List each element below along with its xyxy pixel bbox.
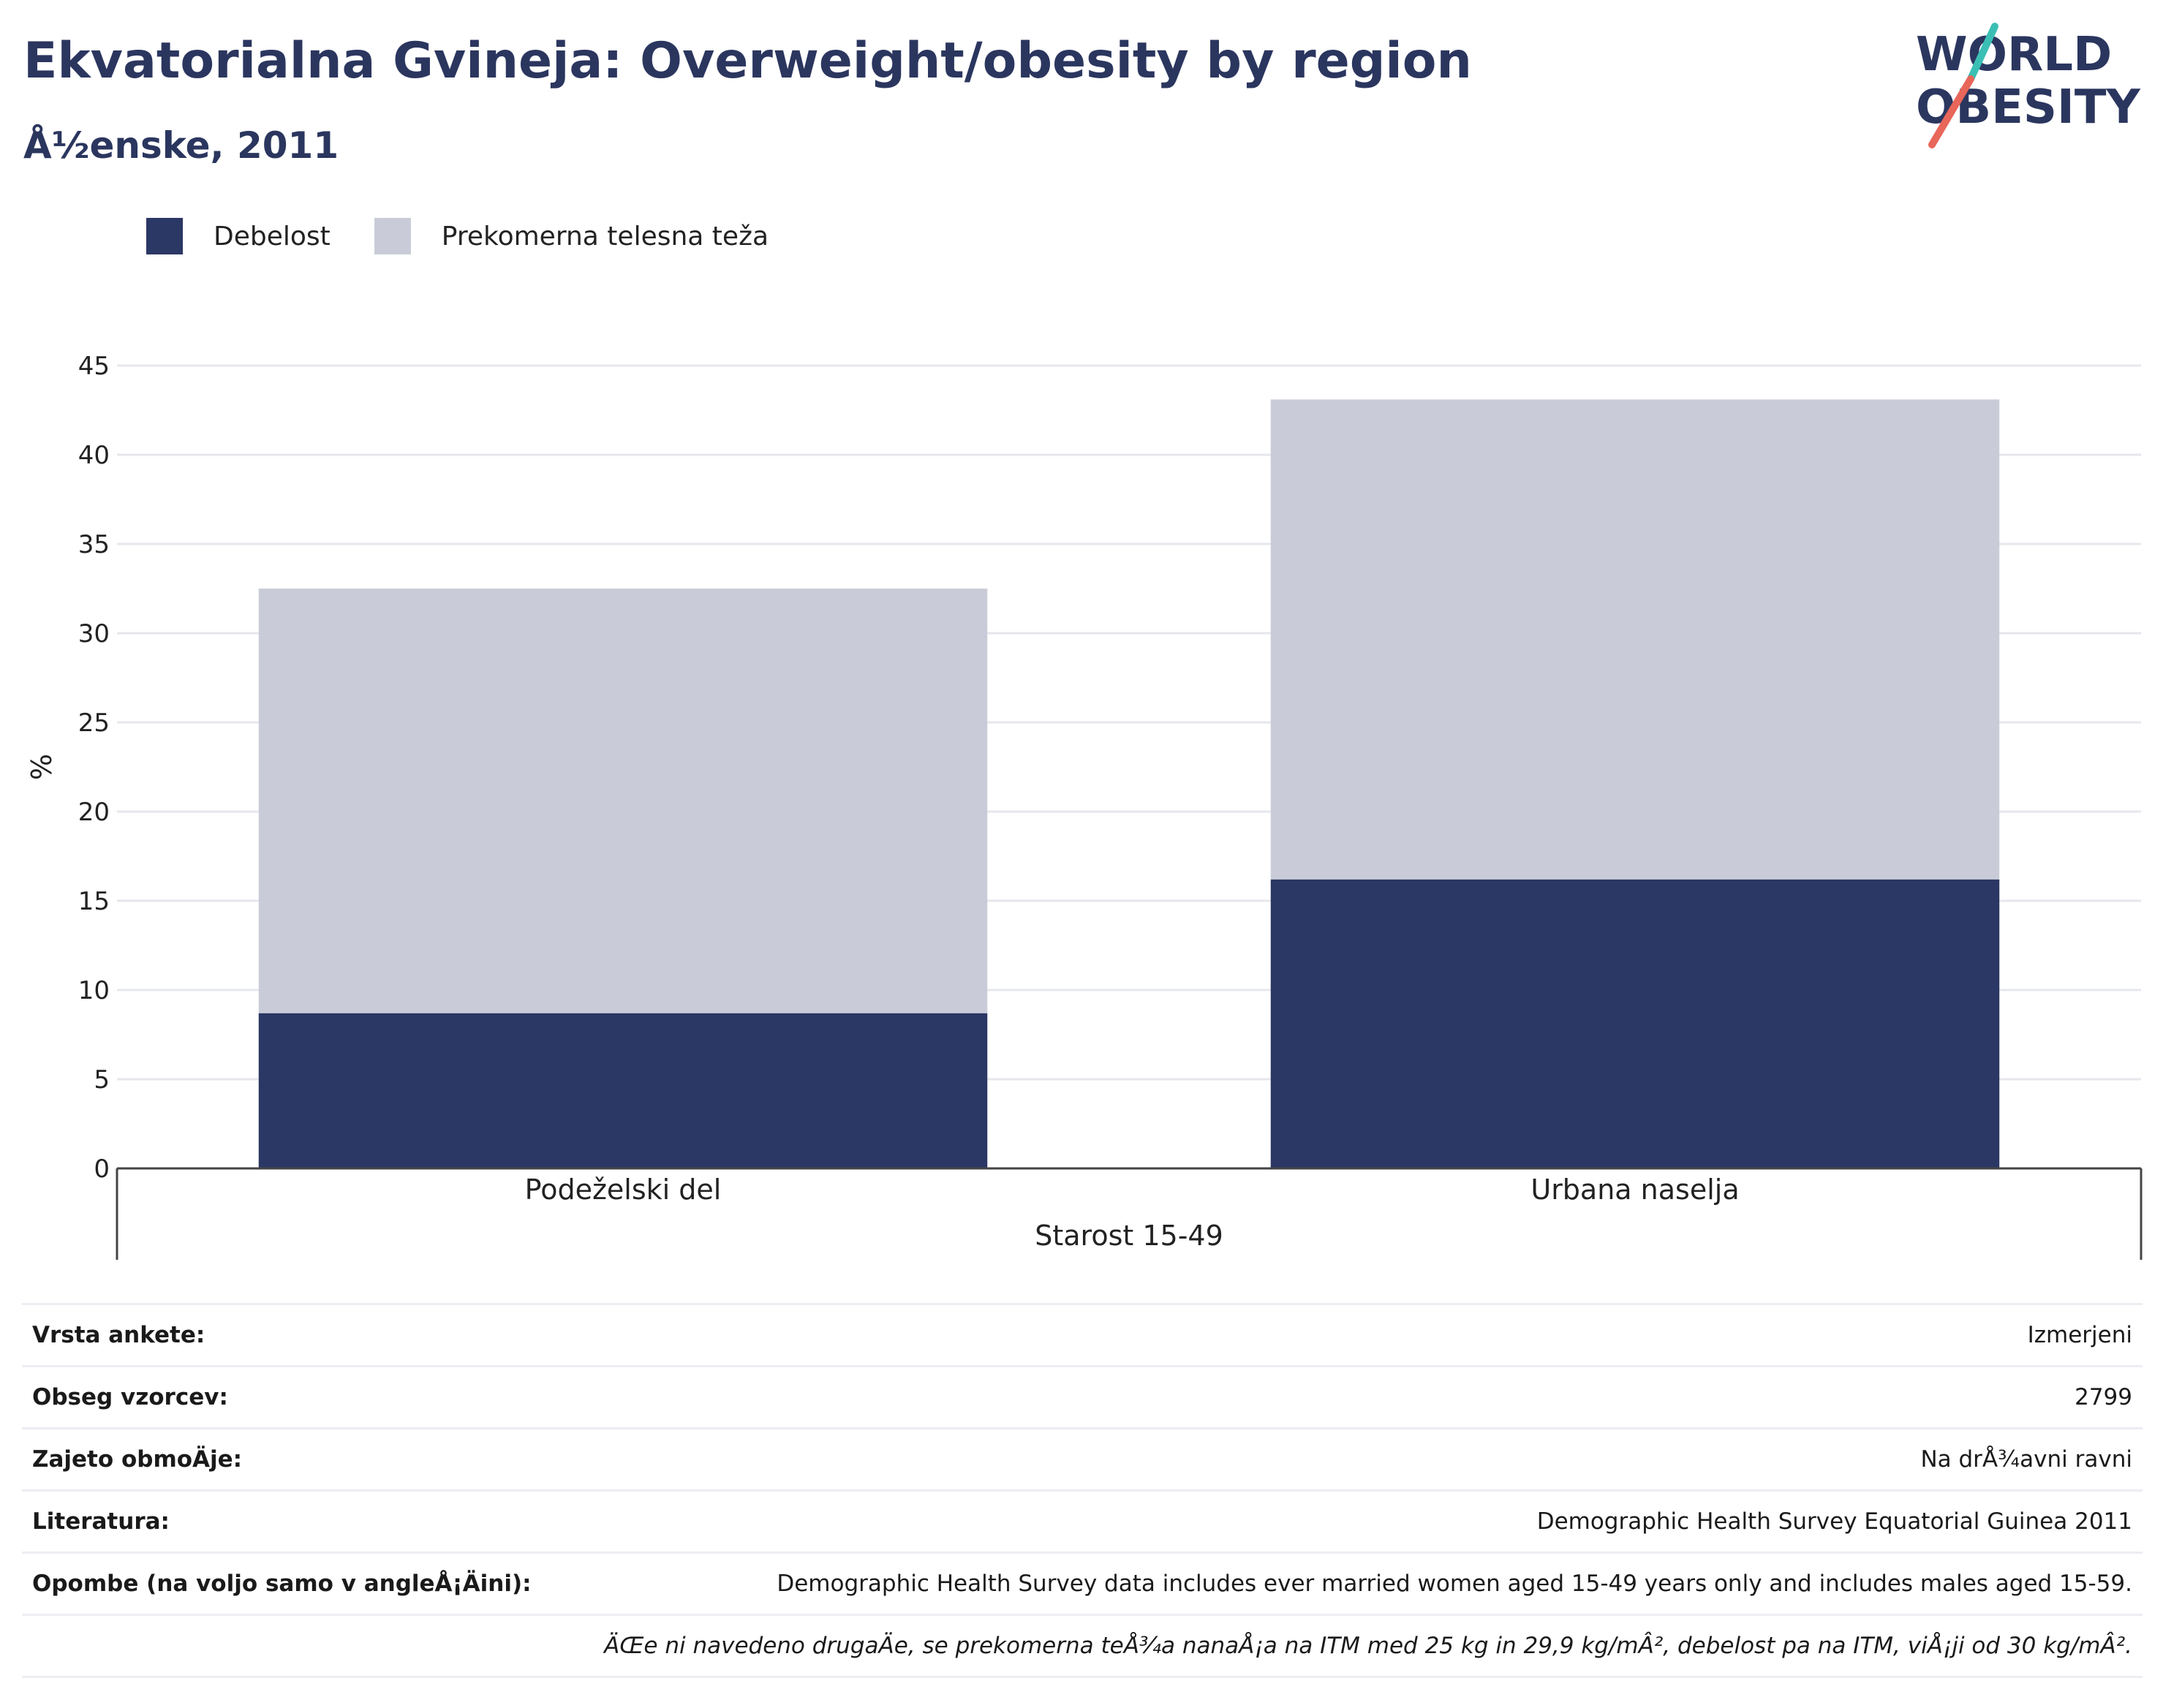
y-tick-label: 10 [78, 976, 110, 1005]
meta-row-survey-type: Vrsta ankete: Izmerjeni [22, 1303, 2143, 1365]
meta-label: Literatura: [32, 1508, 170, 1535]
y-tick-label: 40 [78, 441, 110, 470]
logo-text-obesity: OBESITY [1916, 80, 2140, 135]
meta-row-sample-size: Obseg vzorcev: 2799 [22, 1365, 2143, 1427]
x-category-label: Urbana naselja [1530, 1174, 1739, 1206]
world-obesity-logo: WORLD OBESITY [1916, 23, 2140, 148]
meta-row-definition-note: ÄŒe ni navedeno drugaÄe, se prekomerna t… [22, 1614, 2143, 1678]
definition-note: ÄŒe ni navedeno drugaÄe, se prekomerna t… [604, 1633, 2132, 1659]
bar-obesity [258, 1013, 988, 1168]
logo-text-world: WORLD [1916, 28, 2112, 82]
legend-item-overweight[interactable]: Prekomerna telesna teža [374, 218, 769, 254]
meta-value: Demographic Health Survey data includes … [777, 1571, 2132, 1597]
meta-value: Izmerjeni [2027, 1322, 2132, 1348]
y-tick-label: 20 [78, 798, 110, 827]
bar-obesity [1270, 879, 2000, 1168]
chart-subtitle: Å½enske, 2011 [23, 124, 339, 167]
legend-swatch-obesity [146, 218, 183, 254]
y-tick-label: 25 [78, 708, 110, 738]
legend-label-obesity: Debelost [214, 221, 331, 252]
legend-item-obesity[interactable]: Debelost [146, 218, 331, 254]
bar-overweight [258, 589, 988, 1013]
survey-metadata: Vrsta ankete: Izmerjeni Obseg vzorcev: 2… [22, 1303, 2143, 1678]
x-category-label: Podeželski del [525, 1174, 722, 1206]
bar-chart: 0 5 10 15 20 25 30 35 40 45% Podeželski del Urbana … [26, 352, 2143, 1260]
chart-title: Ekvatorialna Gvineja: Overweight/obesity… [23, 32, 1472, 90]
meta-row-notes: Opombe (na voljo samo v angleÅ¡Äini): De… [22, 1552, 2143, 1614]
meta-value: Na drÅ¾avni ravni [1920, 1446, 2132, 1473]
meta-label: Obseg vzorcev: [32, 1384, 228, 1410]
legend-label-overweight: Prekomerna telesna teža [441, 221, 769, 252]
meta-row-area-covered: Zajeto obmoÄje: Na drÅ¾avni ravni [22, 1427, 2143, 1489]
legend-swatch-overweight [374, 218, 411, 254]
meta-value: Demographic Health Survey Equatorial Gui… [1536, 1508, 2132, 1535]
meta-row-literature: Literatura: Demographic Health Survey Eq… [22, 1489, 2143, 1552]
y-tick-label: 0 [94, 1155, 110, 1184]
y-tick-label: 15 [78, 887, 110, 916]
chart-legend: Debelost Prekomerna telesna teža [146, 218, 812, 254]
y-axis-label: % [26, 754, 58, 780]
x-group-label: Starost 15-49 [1035, 1220, 1223, 1252]
bar-overweight [1270, 399, 2000, 880]
y-tick-label: 30 [78, 619, 110, 649]
y-tick-label: 5 [94, 1065, 110, 1095]
y-tick-label: 35 [78, 530, 110, 559]
meta-label: Vrsta ankete: [32, 1322, 205, 1348]
y-tick-label: 45 [78, 352, 110, 381]
meta-value: 2799 [2075, 1384, 2132, 1410]
meta-label: Opombe (na voljo samo v angleÅ¡Äini): [32, 1571, 532, 1597]
meta-label: Zajeto obmoÄje: [32, 1446, 243, 1473]
